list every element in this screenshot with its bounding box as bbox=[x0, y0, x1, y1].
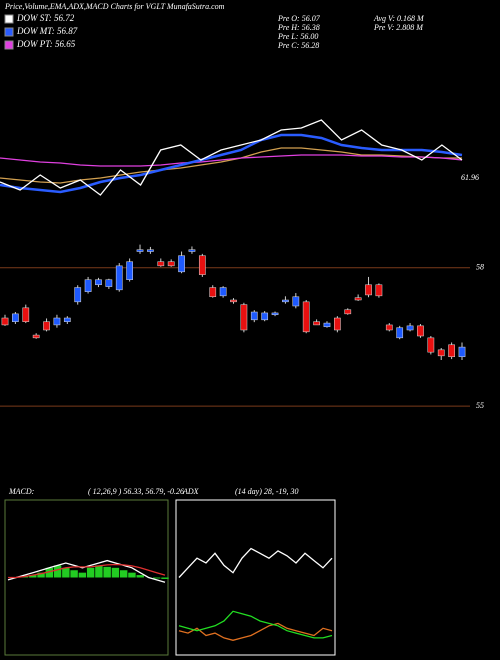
candle-body bbox=[313, 321, 320, 326]
candle-body bbox=[292, 296, 300, 307]
adx-frame bbox=[175, 499, 336, 656]
y-tick-label: 61.96 bbox=[461, 173, 479, 182]
candle-body bbox=[167, 261, 175, 267]
candle-body bbox=[323, 322, 331, 328]
series-line bbox=[178, 547, 333, 578]
candle-body bbox=[219, 287, 227, 297]
candle-body bbox=[375, 284, 383, 297]
histogram-bar bbox=[161, 577, 169, 579]
candle-body bbox=[230, 299, 237, 303]
stat-label: Pre C: 56.28 bbox=[277, 41, 319, 50]
histogram-bar bbox=[153, 577, 161, 579]
y-tick-label: 55 bbox=[476, 401, 484, 410]
histogram-bar bbox=[62, 567, 70, 578]
candle-body bbox=[198, 255, 206, 275]
candle-body bbox=[417, 325, 424, 337]
candle-body bbox=[95, 279, 102, 286]
histogram-bar bbox=[29, 575, 37, 578]
candle-body bbox=[333, 317, 341, 331]
legend-swatch bbox=[4, 40, 14, 50]
candle-body bbox=[178, 255, 185, 273]
series-line bbox=[0, 119, 463, 196]
candle-body bbox=[354, 297, 362, 301]
candle-body bbox=[126, 261, 134, 280]
candle-body bbox=[396, 327, 404, 339]
candle-body bbox=[261, 312, 269, 321]
stat-label: Pre V: 2.808 M bbox=[373, 23, 424, 32]
candle-body bbox=[427, 337, 435, 353]
stat-label: Pre L: 56.00 bbox=[277, 32, 318, 41]
legend-label: DOW PT: 56.65 bbox=[16, 39, 76, 49]
histogram-bar bbox=[95, 565, 103, 578]
histogram-bar bbox=[45, 567, 54, 578]
candle-body bbox=[63, 317, 71, 322]
panel-title: ADX bbox=[182, 487, 200, 496]
legend-label: DOW MT: 56.87 bbox=[16, 26, 78, 36]
candle-body bbox=[32, 334, 40, 339]
histogram-bar bbox=[136, 575, 144, 578]
candle-body bbox=[43, 321, 50, 331]
panel-title: MACD: bbox=[8, 487, 35, 496]
candle-body bbox=[53, 317, 61, 326]
series-line bbox=[7, 559, 166, 583]
candle-body bbox=[302, 301, 310, 333]
candle-body bbox=[448, 344, 455, 358]
stat-label: Pre O: 56.07 bbox=[277, 14, 321, 23]
candle-body bbox=[437, 349, 445, 357]
candle-body bbox=[188, 249, 196, 252]
histogram-bar bbox=[37, 572, 45, 578]
candle-body bbox=[74, 287, 82, 303]
candle-body bbox=[385, 324, 393, 331]
candle-body bbox=[240, 304, 248, 331]
legend-swatch bbox=[4, 14, 14, 24]
candle-body bbox=[136, 249, 144, 252]
candle-body bbox=[406, 325, 414, 331]
histogram-bar bbox=[119, 570, 128, 578]
candle-body bbox=[157, 261, 165, 267]
candle-body bbox=[22, 307, 30, 322]
series-line bbox=[178, 610, 333, 639]
legend-swatch bbox=[4, 27, 14, 37]
candle-body bbox=[365, 284, 372, 296]
page-title: Price,Volume,EMA,ADX,MACD Charts for VGL… bbox=[4, 2, 225, 11]
legend-label: DOW ST: 56.72 bbox=[16, 13, 75, 23]
histogram-bar bbox=[103, 566, 111, 578]
candle-body bbox=[458, 346, 466, 358]
candle-body bbox=[84, 279, 92, 292]
candle-body bbox=[12, 313, 19, 322]
panel-subtitle: (14 day) 28, -19, 30 bbox=[235, 487, 299, 496]
candle-body bbox=[282, 299, 289, 303]
stat-label: Pre H: 56.38 bbox=[277, 23, 320, 32]
histogram-bar bbox=[53, 565, 62, 578]
candle-body bbox=[271, 312, 279, 316]
candle-body bbox=[147, 249, 154, 252]
stat-label: Avg V: 0.168 M bbox=[373, 14, 425, 23]
candle-body bbox=[209, 287, 217, 298]
series-line bbox=[8, 563, 166, 579]
candle-body bbox=[115, 265, 123, 291]
candle-body bbox=[105, 279, 113, 287]
histogram-bar bbox=[70, 570, 78, 578]
candle-body bbox=[250, 311, 258, 321]
histogram-bar bbox=[78, 572, 87, 578]
histogram-bar bbox=[86, 567, 95, 578]
histogram-bar bbox=[128, 572, 136, 578]
candle-body bbox=[344, 309, 352, 315]
histogram-bar bbox=[111, 567, 120, 578]
series-line bbox=[0, 133, 463, 194]
candle-body bbox=[1, 317, 9, 326]
series-line bbox=[0, 147, 462, 184]
y-tick-label: 58 bbox=[476, 263, 484, 272]
series-line bbox=[0, 154, 463, 167]
series-line bbox=[178, 622, 333, 641]
panel-subtitle: ( 12,26,9 ) 56.33, 56.79, -0.26 bbox=[88, 487, 184, 496]
